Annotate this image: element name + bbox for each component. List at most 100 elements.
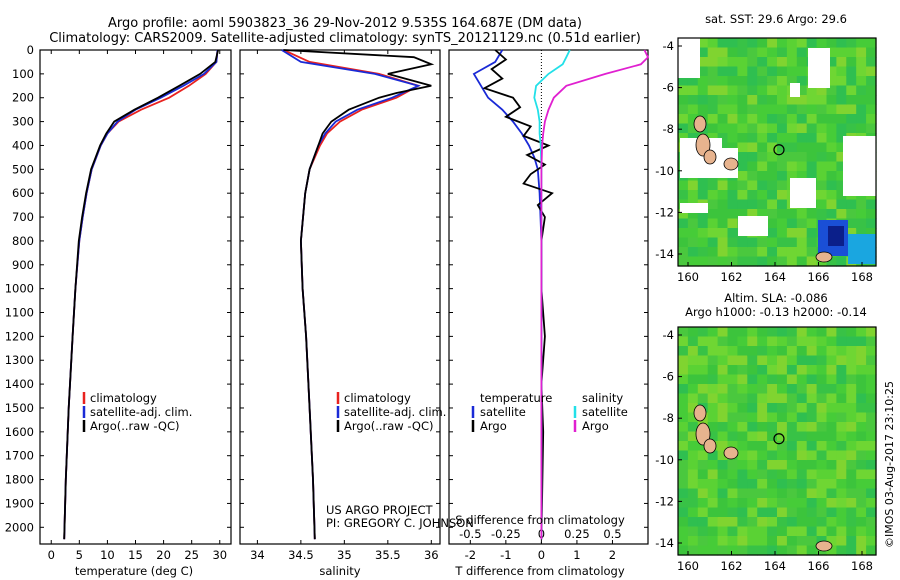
depth-tick-label: 600 [12,186,34,200]
map-cell [796,355,808,366]
map-cell [846,104,857,115]
map-cell [767,228,778,239]
missing-data-patch [680,203,708,213]
map-cell [796,545,808,556]
lat-tick-label: -14 [655,247,674,261]
map-cell [816,171,828,182]
depth-tick-label: 1500 [5,401,34,415]
map-cell [697,228,709,239]
map-cell [747,57,758,68]
map-cell [796,123,808,134]
map-cell [737,95,748,106]
map-cell [678,479,689,490]
map-cell [796,171,808,182]
map-cell [717,142,729,153]
map-cell [717,95,729,106]
map-cell [846,346,857,357]
map-cell [866,47,877,58]
map-cell [846,441,857,452]
map-cell [836,355,847,366]
map-cell [687,479,699,490]
map-cell [757,38,768,49]
map-cell [856,441,867,452]
map-cell [727,336,738,347]
map-cell [796,247,808,258]
map-cell [816,152,828,163]
map-cell [747,133,758,144]
map-cell [687,469,699,480]
map-cell [777,393,788,404]
map-cell [678,536,689,547]
legend-label-satellite: satellite-adj. clim. [344,405,446,419]
map-cell [737,57,748,68]
map-cell [717,247,729,258]
map-cell [777,171,788,182]
map-cell [717,256,729,267]
map-cell [727,209,738,220]
map-cell [846,209,857,220]
map-cell [816,180,828,191]
map-cell [687,346,699,357]
map-cell [806,346,818,357]
map-cell [796,57,808,68]
map-cell [737,85,748,96]
imos-stamp: ©IMOS 03-Aug-2017 23:10:25 [883,381,896,548]
map-cell [866,199,877,210]
map-cell [697,85,709,96]
s-tick-label: -0.5 [459,527,481,541]
credit-line-1: US ARGO PROJECT [326,503,434,517]
map-cell [816,190,828,201]
map-cell [717,209,729,220]
map-cell [707,85,719,96]
map-cell [678,460,689,471]
map-cell [767,190,778,201]
map-cell [757,171,768,182]
x-tick-label: 0 [538,548,545,562]
map-cell [846,422,857,433]
map-cell [786,507,798,518]
series-line-S-satellite [533,49,571,540]
map-cell [856,507,867,518]
x-tick-label: 30 [212,548,227,562]
map-cell [846,228,857,239]
map-cell [866,95,877,106]
map-cell [836,441,847,452]
map-cell [727,76,738,87]
map-cell [816,412,828,423]
map-cell [707,365,719,376]
map-cell [786,209,798,220]
map-cell [777,488,788,499]
map-cell [777,57,788,68]
map-cell [757,161,768,172]
missing-data-patch [790,83,800,97]
map-cell [757,393,768,404]
map-cell [816,133,828,144]
map-cell [737,469,748,480]
map-cell [737,327,748,338]
map-cell [846,38,857,49]
map-cell [757,133,768,144]
map-cell [866,57,877,68]
map-cell [777,38,788,49]
map-cell [786,431,798,442]
map-cell [717,450,729,461]
legend-label-s-satellite: satellite [582,405,628,419]
map-cell [747,47,758,58]
map-cell [707,123,719,134]
map-cell [806,460,818,471]
map-cell [697,256,709,267]
map-cell [777,336,788,347]
map-cell [816,460,828,471]
map-cell [757,355,768,366]
map-cell [796,104,808,115]
map-cell [687,180,699,191]
map-cell [796,209,808,220]
map-cell [747,190,758,201]
map-cell [757,460,768,471]
map-cell [796,237,808,248]
map-cell [737,152,748,163]
map-cell [707,76,719,87]
map-cell [786,228,798,239]
map-cell [836,526,847,537]
